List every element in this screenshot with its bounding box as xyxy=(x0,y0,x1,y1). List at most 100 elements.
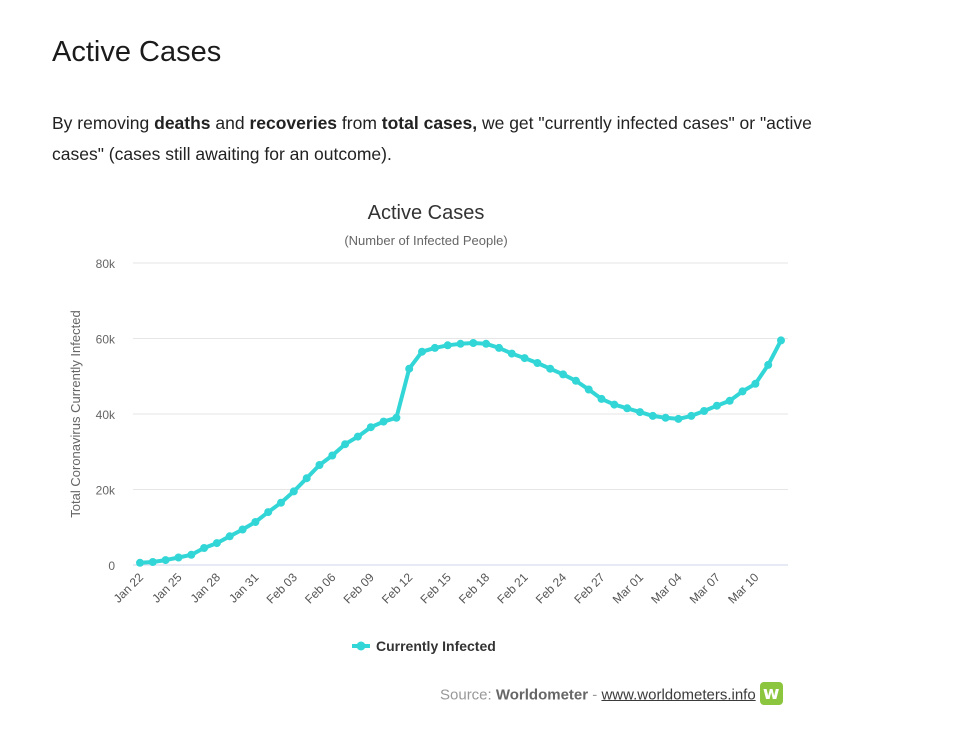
data-point[interactable] xyxy=(366,423,375,432)
data-point[interactable] xyxy=(674,414,683,423)
chart-title: Active Cases xyxy=(368,202,485,224)
data-point[interactable] xyxy=(392,413,401,422)
data-point[interactable] xyxy=(571,376,580,385)
data-point[interactable] xyxy=(712,401,721,410)
x-tick-label: Feb 03 xyxy=(264,570,301,607)
data-point[interactable] xyxy=(136,558,144,567)
x-tick-label: Feb 24 xyxy=(533,570,570,607)
data-point[interactable] xyxy=(187,550,196,559)
data-point[interactable] xyxy=(289,487,298,496)
data-point[interactable] xyxy=(212,539,221,548)
data-point[interactable] xyxy=(725,396,734,405)
y-tick-label: 40k xyxy=(96,408,116,422)
data-point[interactable] xyxy=(277,498,285,507)
y-tick-label: 60k xyxy=(96,333,116,347)
data-point[interactable] xyxy=(687,411,696,420)
data-point[interactable] xyxy=(200,544,209,552)
data-point[interactable] xyxy=(353,432,362,441)
x-tick-label: Jan 31 xyxy=(226,570,262,606)
data-point[interactable] xyxy=(623,404,632,413)
x-tick-label: Mar 07 xyxy=(687,570,724,607)
data-point[interactable] xyxy=(315,461,324,469)
x-tick-label: Jan 28 xyxy=(188,570,224,606)
x-tick-label: Feb 09 xyxy=(341,570,378,607)
data-point[interactable] xyxy=(405,364,414,373)
worldometer-logo-letter: w xyxy=(762,683,780,704)
data-point[interactable] xyxy=(520,354,529,363)
x-tick-label: Feb 15 xyxy=(417,570,454,607)
data-point[interactable] xyxy=(597,394,606,403)
data-point[interactable] xyxy=(238,525,247,534)
data-point[interactable] xyxy=(648,411,657,420)
data-point[interactable] xyxy=(584,385,593,394)
worldometer-logo-icon[interactable]: w xyxy=(759,682,783,705)
legend-symbol-marker xyxy=(356,641,366,651)
source-link[interactable]: www.worldometers.info xyxy=(601,686,756,704)
chart-subtitle: (Number of Infected People) xyxy=(344,233,507,248)
data-point[interactable] xyxy=(264,508,273,517)
legend[interactable]: Currently Infected xyxy=(352,638,496,654)
data-point[interactable] xyxy=(700,407,709,415)
source-separator: - xyxy=(592,686,598,704)
x-tick-label: Feb 18 xyxy=(456,570,493,607)
x-tick-label: Feb 06 xyxy=(302,570,339,607)
data-point[interactable] xyxy=(469,339,478,347)
x-tick-label: Jan 25 xyxy=(149,570,185,606)
page-title: Active Cases xyxy=(52,36,222,68)
source-credit: Source: Worldometer - www.worldometers.i… xyxy=(440,682,783,707)
intro-text: and xyxy=(210,113,250,133)
source-brand: Worldometer xyxy=(495,686,589,704)
y-tick-label: 20k xyxy=(96,484,116,498)
data-point[interactable] xyxy=(661,413,670,422)
source-label: Source: xyxy=(440,686,492,704)
data-point[interactable] xyxy=(559,370,568,379)
data-point[interactable] xyxy=(341,440,350,449)
data-point[interactable] xyxy=(161,556,170,565)
data-point[interactable] xyxy=(379,417,388,426)
legend-label: Currently Infected xyxy=(376,638,496,654)
series-currently-infected xyxy=(136,336,785,567)
intro-text: we get "currently infected cases" or "ac… xyxy=(52,113,812,164)
x-tick-label: Mar 01 xyxy=(610,570,647,607)
data-point[interactable] xyxy=(482,339,491,348)
data-point[interactable] xyxy=(225,532,234,541)
series-line xyxy=(138,338,783,565)
data-point[interactable] xyxy=(456,339,465,348)
data-point[interactable] xyxy=(507,349,516,358)
x-tick-label: Feb 12 xyxy=(379,570,416,607)
data-point[interactable] xyxy=(764,360,773,369)
y-axis-label: Total Coronavirus Currently Infected xyxy=(68,310,83,517)
intro-bold-recoveries: recoveries xyxy=(249,113,338,133)
data-point[interactable] xyxy=(636,408,644,417)
data-point[interactable] xyxy=(546,364,555,373)
data-point[interactable] xyxy=(328,451,337,460)
data-point[interactable] xyxy=(533,359,542,367)
x-tick-label: Jan 22 xyxy=(111,570,147,606)
data-point[interactable] xyxy=(251,518,260,526)
data-point[interactable] xyxy=(610,400,619,409)
y-tick-label: 80k xyxy=(96,257,116,271)
data-point[interactable] xyxy=(738,387,747,396)
grid-lines xyxy=(133,262,788,490)
data-point[interactable] xyxy=(302,474,311,483)
x-tick-label: Mar 10 xyxy=(725,570,762,607)
intro-text: from xyxy=(337,113,382,133)
active-cases-chart: Active Cases (Number of Infected People)… xyxy=(68,202,788,654)
x-axis-ticks: Jan 22 Jan 25 Jan 28 Jan 31 Feb 03 Feb 06 Feb … xyxy=(111,570,762,607)
data-point[interactable] xyxy=(148,558,157,566)
x-tick-label: Feb 27 xyxy=(571,570,608,607)
data-point[interactable] xyxy=(495,343,503,352)
intro-paragraph: By removing deaths and recoveries from t… xyxy=(52,108,832,170)
intro-text: By removing xyxy=(52,113,155,133)
data-point[interactable] xyxy=(443,341,452,350)
y-tick-label: 0 xyxy=(108,559,115,573)
data-point[interactable] xyxy=(174,553,183,562)
data-point[interactable] xyxy=(777,336,785,345)
intro-bold-total-cases: total cases, xyxy=(381,113,478,133)
data-point[interactable] xyxy=(418,347,426,356)
y-axis-ticks: 0 20k 40k 60k 80k xyxy=(96,257,116,573)
intro-bold-deaths: deaths xyxy=(154,113,211,133)
data-point[interactable] xyxy=(751,379,760,388)
data-point[interactable] xyxy=(430,343,439,352)
x-tick-label: Mar 04 xyxy=(648,570,685,607)
